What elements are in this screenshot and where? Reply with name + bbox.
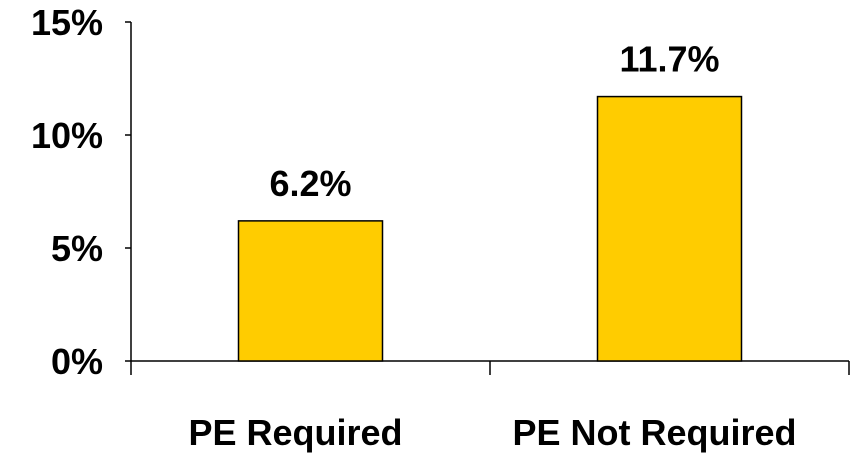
bar-series: [237, 95, 743, 362]
data-label: 11.7%: [619, 39, 719, 80]
category-labels: PE Required PE Not Required: [188, 412, 796, 453]
x-axis: [130, 360, 850, 375]
y-tick-label: 5%: [51, 228, 103, 269]
y-tick-label: 0%: [51, 341, 103, 382]
y-tick-label: 15%: [31, 2, 103, 43]
y-axis: 0% 5% 10% 15%: [31, 2, 132, 382]
category-label: PE Not Required: [512, 412, 796, 453]
data-label: 6.2%: [269, 163, 351, 204]
data-labels: 6.2% 11.7%: [269, 39, 719, 204]
category-label: PE Required: [188, 412, 402, 453]
y-tick-label: 10%: [31, 115, 103, 156]
bar: [237, 220, 384, 362]
bar: [596, 95, 743, 362]
